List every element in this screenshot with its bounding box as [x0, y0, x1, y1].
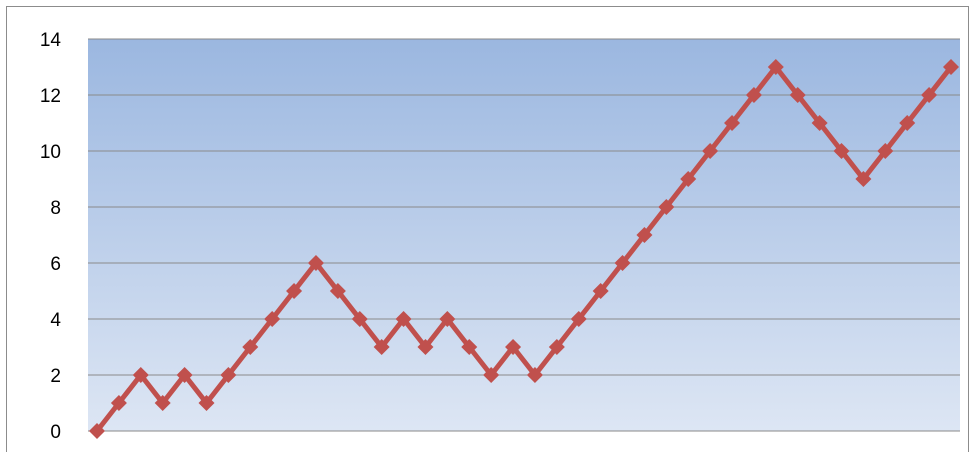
data-point-marker	[789, 87, 806, 103]
y-tick-label: 14	[40, 30, 62, 51]
data-point-marker	[307, 255, 324, 271]
data-point-marker	[176, 367, 193, 383]
data-point-marker	[702, 143, 719, 159]
data-point-marker	[658, 199, 675, 215]
data-point-marker	[724, 115, 741, 131]
data-point-marker	[505, 339, 522, 355]
data-point-marker	[855, 171, 872, 187]
data-point-marker	[570, 311, 587, 327]
data-point-marker	[526, 367, 543, 383]
data-point-marker	[548, 339, 565, 355]
data-point-marker	[264, 311, 281, 327]
data-point-marker	[417, 339, 434, 355]
data-point-marker	[395, 311, 412, 327]
y-tick-label: 8	[50, 198, 61, 219]
data-point-marker	[943, 59, 959, 75]
data-point-marker	[811, 115, 828, 131]
data-point-marker	[461, 339, 478, 355]
y-tick-label: 6	[50, 254, 61, 275]
y-tick-label: 10	[40, 142, 61, 163]
data-point-marker	[351, 311, 368, 327]
data-point-marker	[833, 143, 850, 159]
data-point-marker	[220, 367, 237, 383]
data-point-marker	[132, 367, 149, 383]
data-point-marker	[439, 311, 456, 327]
data-point-marker	[921, 87, 938, 103]
data-point-marker	[242, 339, 259, 355]
y-tick-label: 4	[50, 310, 61, 331]
data-point-marker	[483, 367, 500, 383]
data-point-marker	[89, 423, 105, 439]
data-point-marker	[877, 143, 894, 159]
data-point-marker	[767, 59, 784, 75]
data-point-marker	[110, 395, 127, 411]
y-tick-label: 2	[50, 366, 61, 387]
data-point-marker	[286, 283, 303, 299]
data-point-marker	[680, 171, 697, 187]
data-point-marker	[636, 227, 653, 243]
series-line	[95, 64, 953, 433]
y-tick-label: 12	[40, 86, 61, 107]
y-axis-tick-labels: 0 2 4 6 8 10 12 14	[40, 30, 62, 443]
data-point-marker	[899, 115, 916, 131]
y-tick-label: 0	[50, 422, 61, 443]
data-point-marker	[592, 283, 609, 299]
data-point-marker	[154, 395, 171, 411]
data-point-marker	[329, 283, 346, 299]
data-point-marker	[614, 255, 631, 271]
data-point-marker	[745, 87, 762, 103]
data-point-marker	[198, 395, 215, 411]
data-point-marker	[373, 339, 390, 355]
plot-area	[88, 39, 960, 431]
series-layer	[89, 59, 959, 439]
